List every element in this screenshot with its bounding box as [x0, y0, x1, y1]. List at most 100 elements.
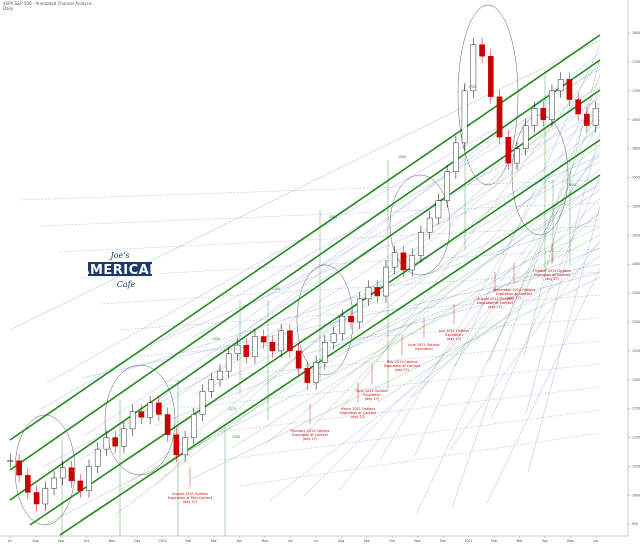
candle-body	[391, 252, 398, 268]
annotation-text: Expiration at Pain Contact	[168, 496, 213, 500]
candle-body	[68, 467, 75, 482]
fan-line	[114, 144, 601, 516]
price-tick-label: 1350	[632, 291, 640, 295]
fan-line	[301, 123, 601, 439]
fan-line	[340, 226, 601, 350]
date-tick-label: Sep	[58, 539, 64, 543]
candle-body	[409, 255, 416, 271]
candle-body	[304, 368, 311, 383]
candle-body	[112, 437, 119, 447]
candle-body	[59, 467, 66, 479]
fan-line	[9, 39, 601, 331]
annotation-text: April 2011 Options	[356, 389, 388, 393]
price-axis-ticks: 1800 1750 1700 1650 1600 1550 1500 1450 1400 1350…	[628, 31, 640, 526]
annotation-text: Expiration at Contact	[534, 273, 571, 277]
price-tick-label: 1500	[632, 204, 640, 208]
candle-body	[25, 474, 31, 493]
dashed-fan-line	[59, 225, 601, 253]
candle-body	[470, 44, 477, 92]
fan-line	[264, 94, 601, 386]
annotation-text: Expiration	[415, 347, 432, 351]
candles	[7, 37, 599, 511]
candle-body	[426, 217, 433, 233]
price-tick-label: 1200	[632, 378, 640, 382]
candle-body	[173, 434, 180, 456]
candle-body	[575, 99, 581, 115]
price-tick-label: 1050	[632, 464, 640, 468]
candle-body	[435, 200, 442, 219]
date-tick-label: Mar	[211, 539, 218, 543]
date-tick-label: May	[567, 539, 574, 543]
dashed-fan-line	[219, 409, 601, 461]
candle-body	[225, 353, 232, 372]
annotation-text: (day 27)	[447, 337, 462, 341]
annotation-text: (day 27)	[365, 397, 380, 401]
candle-body	[531, 108, 538, 126]
candle-body	[16, 460, 22, 476]
date-tick-label: Nov	[109, 539, 115, 543]
level-label: 1300	[232, 435, 240, 439]
price-tick-label: 1650	[632, 118, 640, 122]
candle-body	[505, 136, 512, 164]
date-tick-label: Feb	[491, 539, 497, 543]
dashed-fan-line	[99, 271, 601, 305]
annotation-text: Expiration at Contact	[384, 364, 421, 368]
annotation-text: September 2011 Options	[493, 288, 536, 292]
dashed-fan-line	[79, 248, 601, 279]
candle-body	[217, 370, 223, 380]
annotation-text: July 2011 Options	[438, 329, 469, 333]
trend-channels	[9, 34, 601, 536]
level-labels: 1300 1275 1700 1550 1500 1400 1650 1300	[212, 85, 576, 439]
candle-body	[348, 316, 354, 323]
annotation-text: Expiration	[363, 393, 380, 397]
cycle-ellipse	[14, 414, 76, 526]
level-label: 1650	[568, 183, 576, 187]
dashed-fan-line	[19, 179, 601, 201]
candle-body	[330, 333, 337, 343]
annotation-text: (day 27)	[183, 500, 198, 504]
candle-body	[400, 252, 407, 271]
logo-band	[88, 262, 152, 276]
level-label: 1700	[468, 85, 476, 89]
candle-body	[295, 350, 302, 369]
logo-line1: Joe's	[108, 251, 129, 260]
price-tick-label: 1000	[632, 493, 640, 497]
date-tick-label: May	[261, 539, 268, 543]
date-tick-label: Nov	[415, 539, 421, 543]
candle-body	[138, 411, 145, 418]
candle-body	[383, 266, 389, 297]
candle-body	[129, 411, 136, 430]
candle-body	[322, 342, 328, 363]
annotation-text: (day 27)	[488, 305, 503, 309]
candle-body	[51, 477, 57, 489]
fan-line	[451, 73, 601, 509]
price-tick-label: 1800	[632, 31, 640, 35]
annotation-text: August 2010 Options	[172, 492, 208, 496]
candle-body	[156, 402, 162, 415]
candle-body	[557, 79, 564, 92]
fan-line	[449, 239, 601, 451]
candle-body	[487, 56, 494, 97]
date-tick-label: Aug	[32, 539, 38, 543]
fan-line	[379, 89, 601, 461]
candle-body	[33, 492, 40, 505]
annotation-text: Expiration at Contact	[340, 411, 377, 415]
date-tick-label: Jun	[593, 539, 599, 543]
date-tick-label: Dec	[440, 539, 446, 543]
price-tick-label: 1750	[632, 60, 640, 64]
date-tick-label: Jul	[7, 539, 12, 543]
annotation-text: May 2011 Options	[387, 360, 418, 364]
fan-line	[486, 268, 601, 504]
price-axis: 1800 1750 1700 1650 1600 1550 1500 1450 1400 1350…	[627, 0, 640, 536]
candle-body	[208, 379, 215, 392]
fan-line	[77, 115, 601, 463]
annotation-text: June 2011 Options	[407, 343, 439, 347]
date-tick-label: 2010	[159, 539, 167, 543]
price-tick-label: 1450	[632, 233, 640, 237]
fan-line	[412, 210, 601, 398]
fan-line	[523, 57, 601, 357]
fan-line	[525, 131, 601, 415]
fan-line	[490, 176, 601, 420]
candle-body	[121, 428, 127, 447]
